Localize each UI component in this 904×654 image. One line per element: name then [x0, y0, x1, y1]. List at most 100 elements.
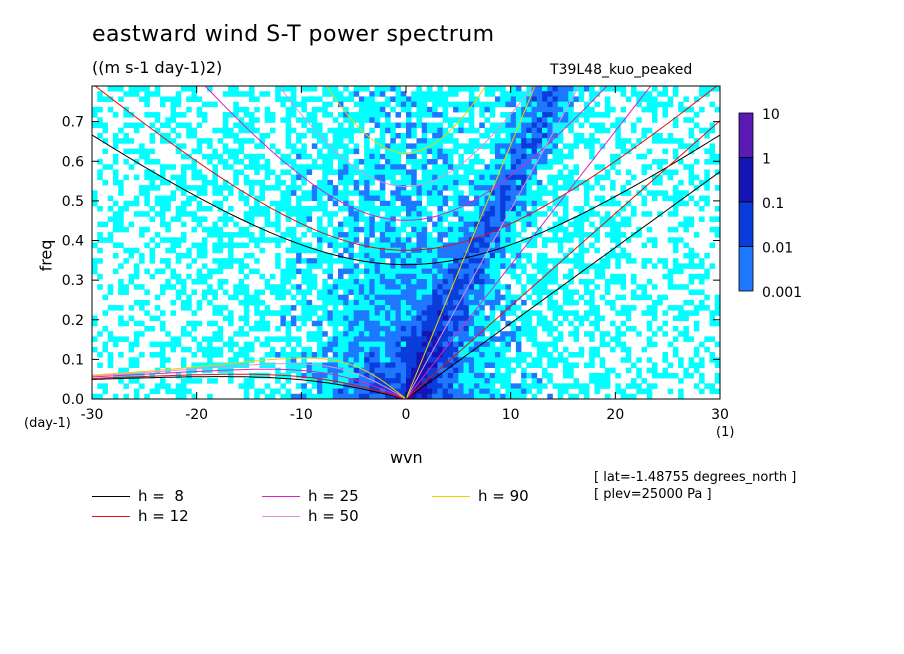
heat-cell	[186, 132, 192, 139]
heat-cell	[542, 127, 548, 134]
heat-cell	[154, 294, 161, 301]
heat-cell	[453, 211, 459, 217]
heat-cell	[515, 232, 522, 238]
heat-cell	[515, 200, 522, 207]
heat-cell	[594, 325, 600, 332]
heat-cell	[563, 388, 569, 395]
heat-cell	[374, 294, 381, 301]
heat-cell	[390, 242, 396, 249]
heat-cell	[374, 331, 381, 337]
heat-cell	[348, 279, 354, 285]
heat-cell	[254, 127, 260, 134]
heat-cell	[500, 294, 506, 301]
heat-cell	[290, 305, 297, 311]
heat-cell	[149, 237, 156, 243]
heat-cell	[353, 263, 360, 269]
heat-cell	[379, 336, 386, 342]
heat-cell	[489, 221, 496, 228]
heat-cell	[437, 200, 443, 207]
heat-cell	[243, 127, 250, 134]
y-axis-unit: (day-1)	[24, 416, 71, 431]
heat-cell	[301, 117, 307, 123]
heat-cell	[390, 362, 396, 368]
heat-cell	[547, 174, 553, 181]
heat-cell	[536, 289, 543, 295]
heat-cell	[275, 294, 281, 301]
heat-cell	[395, 112, 402, 118]
heat-cell	[112, 143, 119, 149]
heat-cell	[625, 310, 632, 316]
heat-cell	[154, 352, 161, 358]
heat-cell	[615, 169, 621, 175]
heat-cell	[196, 200, 203, 207]
heat-cell	[563, 91, 569, 97]
heat-cell	[442, 96, 449, 102]
heat-cell	[144, 393, 150, 399]
heat-cell	[510, 148, 517, 155]
heat-cell	[542, 101, 548, 108]
heat-cell	[243, 91, 250, 97]
heat-cell	[672, 268, 679, 275]
heat-cell	[458, 153, 464, 160]
heat-cell	[536, 185, 543, 191]
heat-cell	[395, 362, 402, 368]
heat-cell	[374, 226, 381, 233]
heat-cell	[521, 132, 527, 139]
heat-cell	[411, 357, 417, 363]
heat-cell	[217, 310, 224, 316]
heat-cell	[233, 289, 239, 295]
heat-cell	[531, 179, 538, 186]
heat-cell	[311, 320, 318, 327]
heat-cell	[343, 132, 349, 139]
heat-cell	[364, 331, 370, 337]
heat-cell	[489, 91, 496, 97]
heat-cell	[228, 242, 234, 249]
heat-cell	[170, 336, 177, 342]
heat-cell	[311, 247, 318, 254]
heat-cell	[594, 195, 600, 202]
heat-cell	[238, 383, 245, 389]
heat-cell	[411, 383, 417, 389]
heat-cell	[165, 284, 171, 290]
heat-cell	[631, 143, 637, 149]
heat-cell	[149, 122, 156, 129]
heat-cell	[688, 174, 695, 181]
heat-cell	[337, 320, 344, 327]
chart-units: ((m s-1 day-1)2)	[92, 58, 223, 77]
heat-cell	[421, 294, 428, 301]
heat-cell	[594, 378, 600, 384]
heat-cell	[447, 273, 454, 280]
heat-cell	[327, 299, 334, 306]
heat-cell	[594, 346, 600, 353]
heat-cell	[510, 91, 517, 97]
heat-cell	[421, 138, 428, 144]
heat-cell	[285, 263, 292, 269]
heat-cell	[505, 310, 511, 316]
heat-cell	[97, 174, 103, 181]
heat-cell	[170, 106, 177, 113]
heat-cell	[406, 279, 412, 285]
heat-cell	[285, 325, 292, 332]
heat-cell	[112, 211, 119, 217]
heat-cell	[484, 388, 491, 395]
heat-cell	[505, 143, 511, 149]
heat-cell	[474, 138, 480, 144]
heat-cell	[463, 258, 470, 264]
heat-cell	[599, 122, 606, 129]
heat-cell	[296, 258, 302, 264]
heat-cell	[542, 372, 548, 379]
heat-cell	[531, 331, 538, 337]
heat-cell	[552, 232, 559, 238]
heat-cell	[557, 258, 564, 264]
heat-cell	[442, 252, 449, 259]
heat-cell	[500, 346, 506, 353]
heat-cell	[447, 195, 454, 202]
heat-cell	[97, 132, 103, 139]
heat-cell	[547, 393, 553, 399]
heat-cell	[474, 190, 480, 196]
heat-cell	[118, 336, 124, 342]
heat-cell	[699, 341, 705, 348]
heat-cell	[494, 179, 501, 186]
heat-cell	[573, 252, 579, 259]
heat-cell	[557, 393, 564, 399]
